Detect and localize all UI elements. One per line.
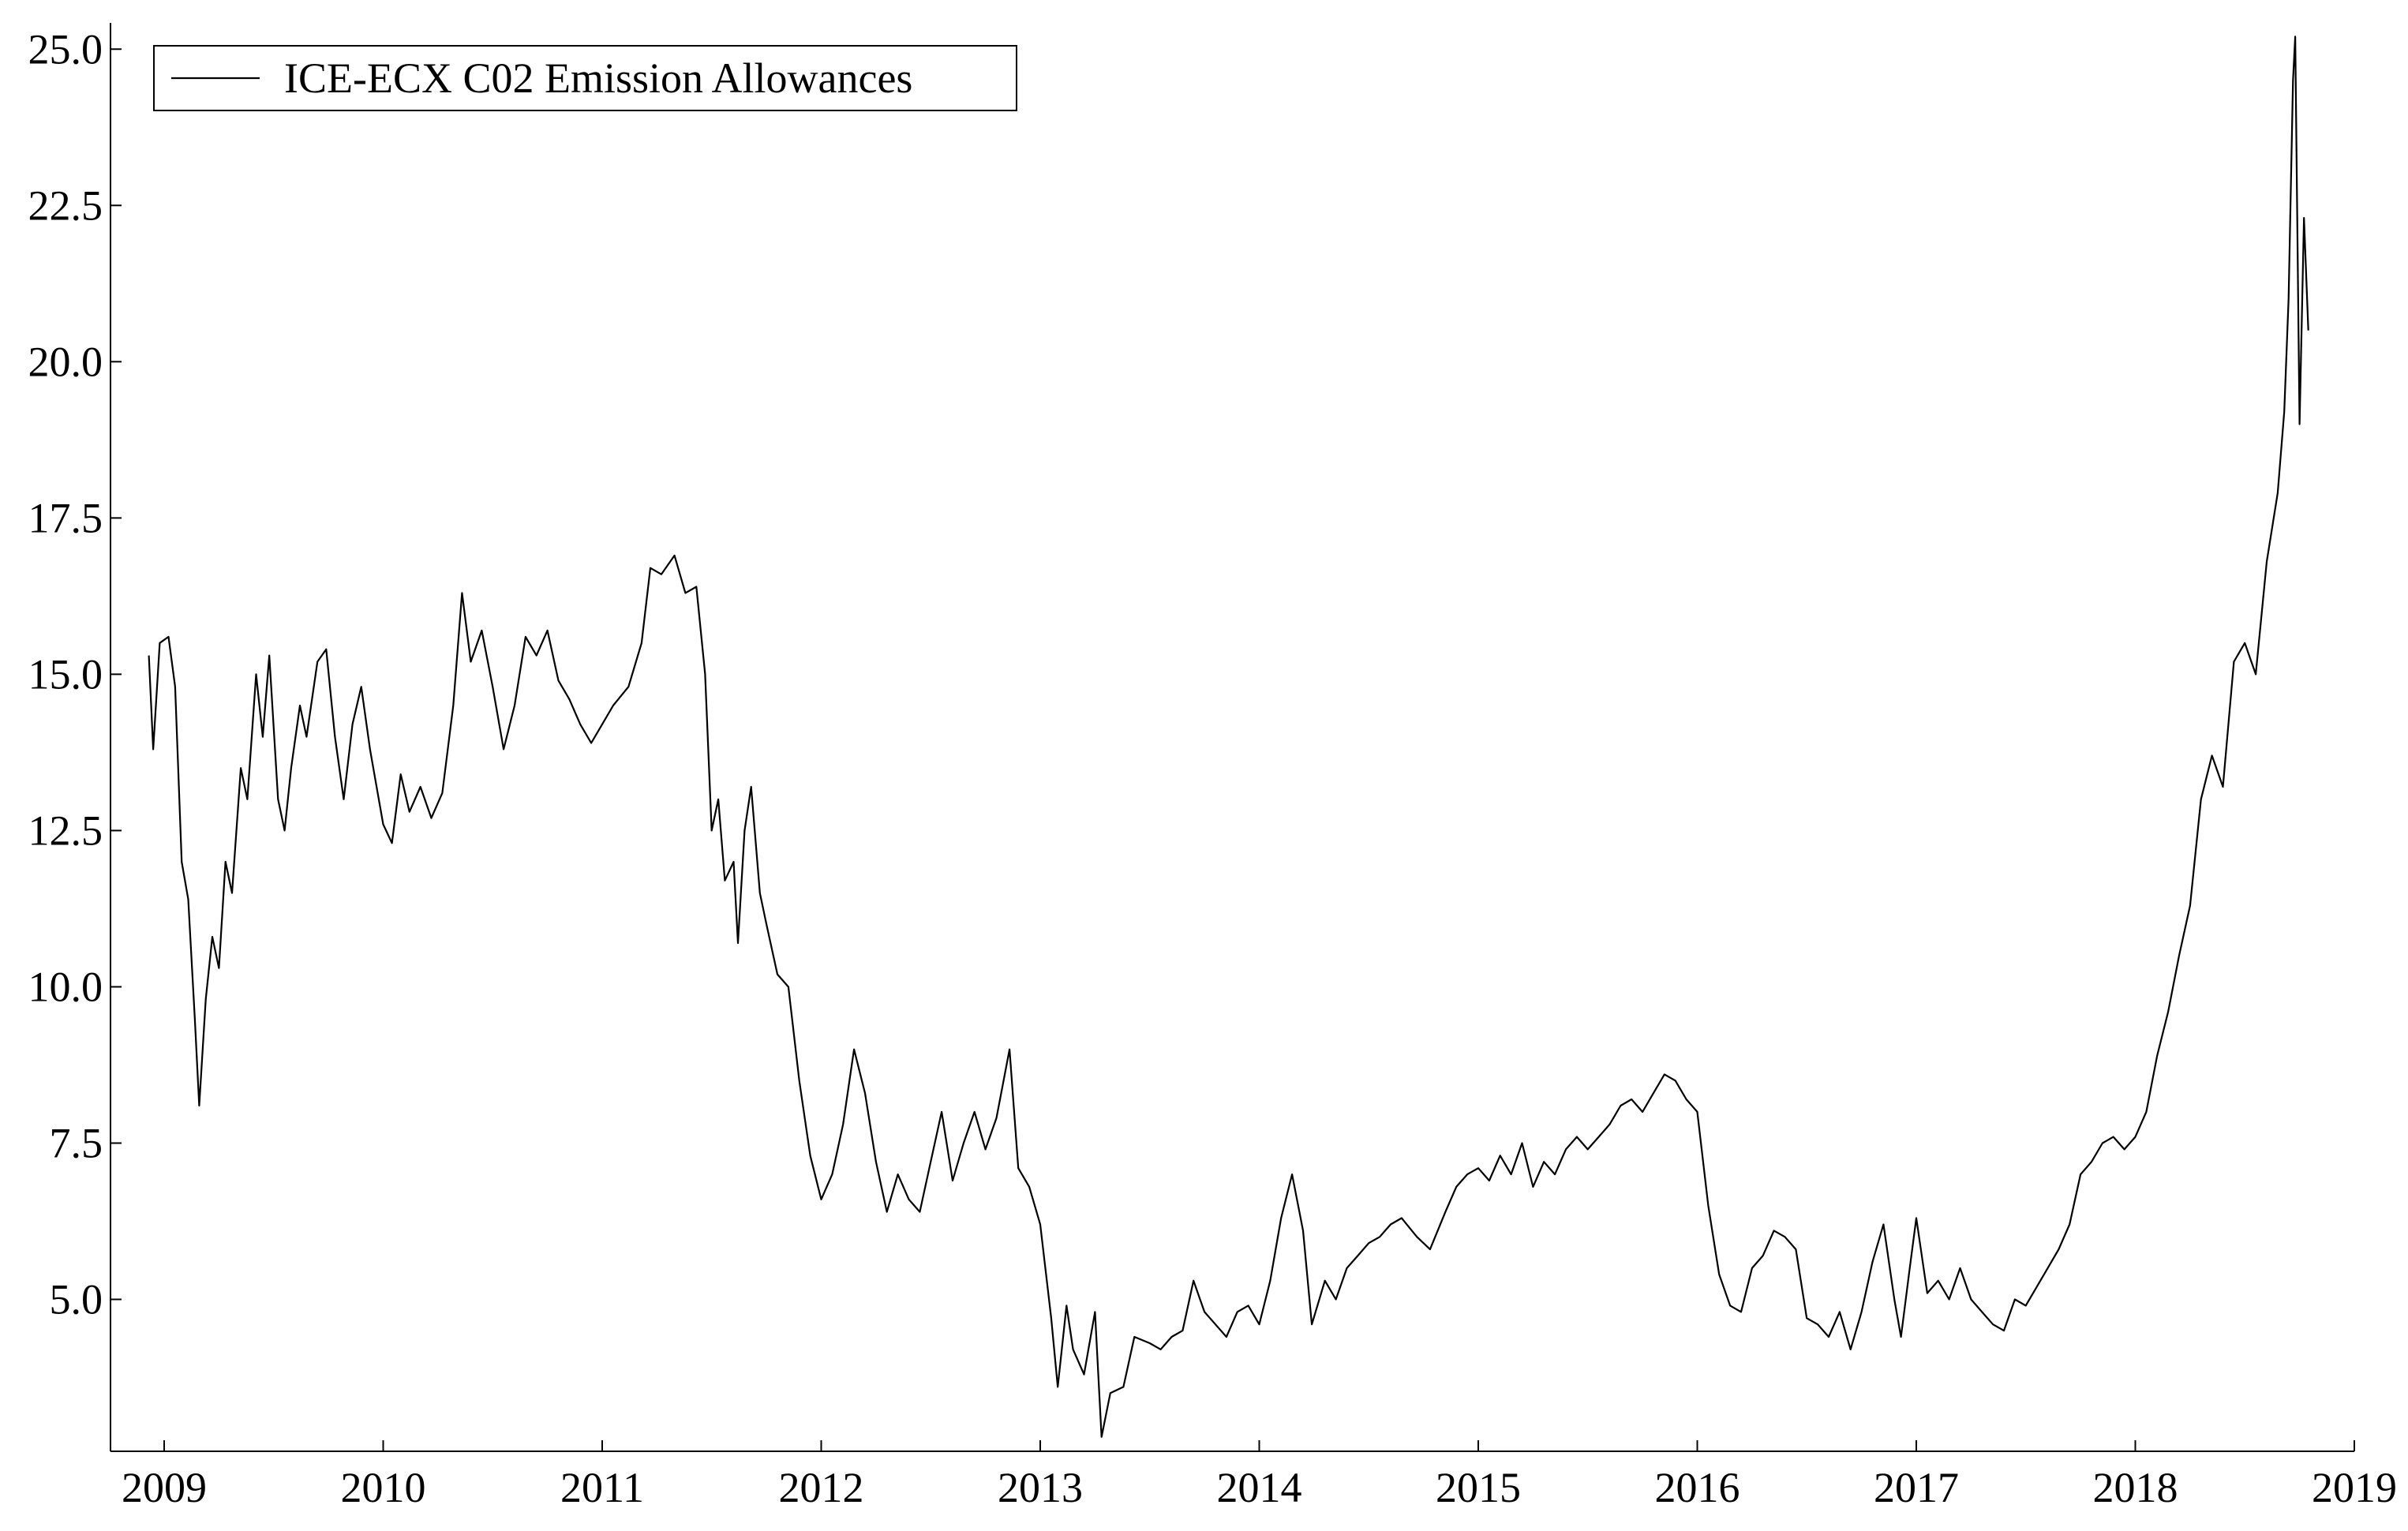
y-tick-label: 12.5 <box>28 807 103 854</box>
y-tick-label: 20.0 <box>28 338 103 385</box>
legend-box <box>153 45 1017 111</box>
y-tick-label: 15.0 <box>28 650 103 698</box>
x-tick-label: 2019 <box>2312 1464 2397 1511</box>
legend-label: ICE-ECX C02 Emission Allowances <box>284 54 912 102</box>
y-tick-label: 10.0 <box>28 963 103 1010</box>
x-tick-label: 2012 <box>778 1464 863 1511</box>
x-tick-label: 2009 <box>122 1464 207 1511</box>
y-tick-label: 25.0 <box>28 25 103 73</box>
y-tick-label: 22.5 <box>28 182 103 229</box>
x-tick-label: 2011 <box>560 1464 644 1511</box>
x-tick-label: 2010 <box>340 1464 425 1511</box>
x-tick-label: 2013 <box>998 1464 1083 1511</box>
x-tick-label: 2017 <box>1874 1464 1959 1511</box>
y-tick-label: 7.5 <box>50 1119 103 1166</box>
x-tick-label: 2018 <box>2092 1464 2178 1511</box>
y-tick-label: 5.0 <box>50 1276 103 1323</box>
y-tick-label: 17.5 <box>28 494 103 541</box>
x-tick-label: 2014 <box>1216 1464 1301 1511</box>
x-tick-label: 2016 <box>1654 1464 1740 1511</box>
line-series <box>148 36 2309 1438</box>
x-tick-label: 2015 <box>1436 1464 1521 1511</box>
